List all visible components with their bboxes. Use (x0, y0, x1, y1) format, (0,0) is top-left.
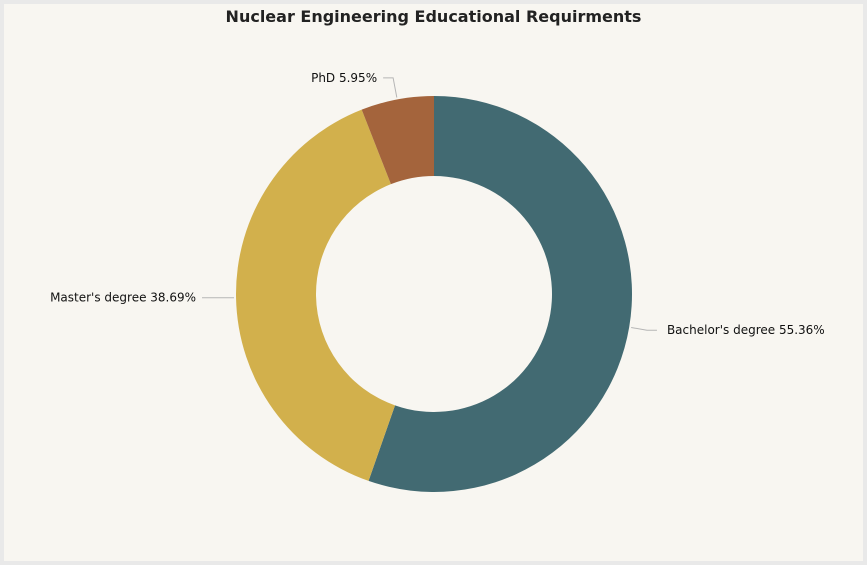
chart-title: Nuclear Engineering Educational Requirme… (225, 7, 642, 26)
slices (235, 96, 632, 492)
slice-bachelor-s-degree[interactable] (368, 96, 632, 492)
leader-line-phd (383, 77, 398, 98)
leader-line-bachelor-s-degree (631, 327, 657, 331)
data-label-master-s-degree: Master's degree 38.69% (50, 291, 196, 305)
slice-phd[interactable] (361, 96, 434, 185)
slice-master-s-degree[interactable] (235, 109, 396, 481)
data-label-bachelor-s-degree: Bachelor's degree 55.36% (667, 323, 825, 337)
slice-labels: Bachelor's degree 55.36% Master's degree … (50, 71, 825, 337)
data-label-phd: PhD 5.95% (311, 71, 377, 85)
